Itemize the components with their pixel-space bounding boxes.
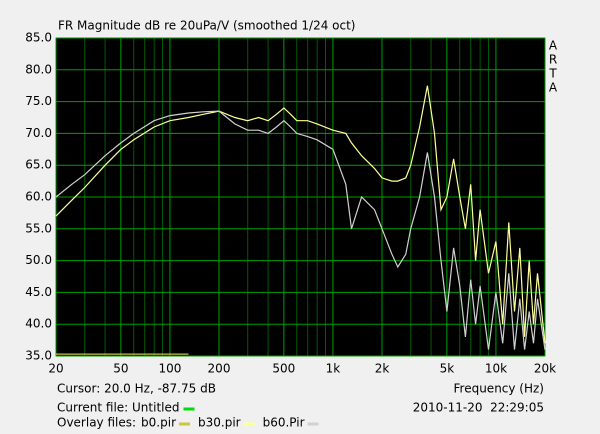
- timestamp: 2010-11-20 22:29:05: [413, 401, 544, 415]
- x-axis-label: Frequency (Hz): [454, 382, 545, 396]
- side-label: A: [549, 81, 558, 95]
- y-tick-label: 80.0: [25, 62, 52, 76]
- current-file: Current file: Untitled: [57, 401, 179, 415]
- cursor-readout: Cursor: 20.0 Hz, -87.75 dB: [57, 382, 216, 396]
- x-tick-label: 200: [208, 362, 231, 376]
- x-tick-label: 50: [113, 362, 128, 376]
- x-tick-label: 500: [272, 362, 295, 376]
- y-tick-label: 60.0: [25, 190, 52, 204]
- series-line: [55, 110, 546, 350]
- y-tick-label: 75.0: [25, 94, 52, 108]
- legend-label: b60.Pir: [263, 416, 305, 430]
- x-tick-label: 5k: [440, 362, 455, 376]
- series-line: [55, 85, 546, 344]
- y-tick-label: 45.0: [25, 285, 52, 299]
- y-tick-label: 35.0: [25, 349, 52, 363]
- y-tick-label: 40.0: [25, 317, 52, 331]
- y-tick-label: 85.0: [25, 31, 52, 45]
- side-label: T: [548, 67, 557, 81]
- side-label: A: [549, 39, 558, 53]
- legend-label: b30.pir: [198, 416, 241, 430]
- y-tick-label: 65.0: [25, 158, 52, 172]
- x-tick-label: 1k: [326, 362, 341, 376]
- legend-label: b0.pir: [141, 416, 176, 430]
- x-tick-label: 2k: [375, 362, 390, 376]
- x-tick-label: 20k: [534, 362, 556, 376]
- side-label: R: [549, 53, 557, 67]
- y-tick-label: 70.0: [25, 126, 52, 140]
- y-tick-label: 50.0: [25, 253, 52, 267]
- x-tick-label: 20: [48, 362, 63, 376]
- overlay-label: Overlay files:: [57, 416, 136, 430]
- x-tick-label: 10k: [485, 362, 507, 376]
- chart-title: FR Magnitude dB re 20uPa/V (smoothed 1/2…: [58, 19, 356, 33]
- y-tick-label: 55.0: [25, 221, 52, 235]
- x-tick-label: 100: [158, 362, 181, 376]
